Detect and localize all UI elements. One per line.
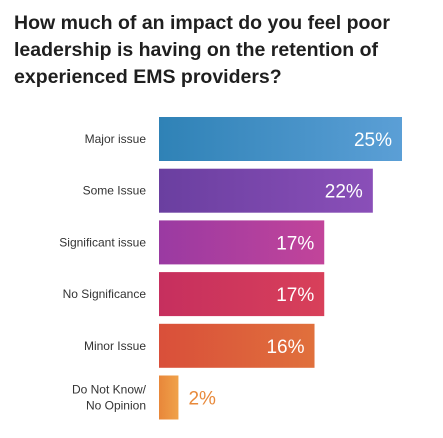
bar-1: [159, 168, 373, 213]
category-label: Major issue: [85, 132, 147, 146]
category-label: No Significance: [63, 287, 147, 301]
value-label: 22%: [325, 182, 363, 203]
bar-0: [159, 117, 402, 161]
value-label: 17%: [276, 233, 314, 254]
bar-3: [159, 272, 325, 317]
value-label: 17%: [276, 285, 314, 306]
value-label: 16%: [266, 337, 304, 358]
value-label: 2%: [188, 389, 216, 410]
category-label: Minor Issue: [84, 339, 146, 353]
bar-2: [159, 220, 325, 265]
value-label: 25%: [354, 130, 392, 151]
bar-5: [159, 375, 179, 420]
category-label: Do Not Know/: [72, 383, 147, 397]
category-label: No Opinion: [86, 399, 146, 413]
chart-title: How much of an impact do you feel poor l…: [14, 12, 390, 88]
bar-4: [159, 323, 315, 368]
category-label: Significant issue: [59, 235, 146, 249]
category-label: Some Issue: [83, 184, 147, 198]
